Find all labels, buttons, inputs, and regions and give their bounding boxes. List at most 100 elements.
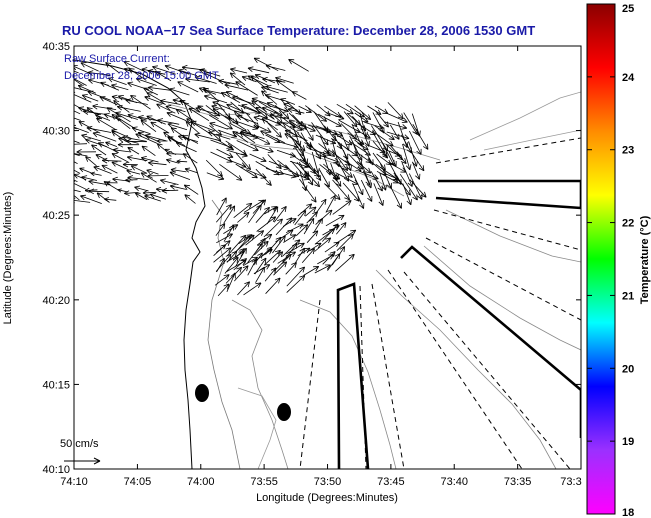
current-vector [386, 112, 408, 123]
current-vector [88, 188, 110, 195]
current-vector [160, 178, 179, 185]
bathymetry-contour-e [445, 209, 581, 263]
current-vector [81, 175, 97, 181]
current-vector [140, 119, 157, 133]
current-vector [229, 72, 246, 86]
station-marker [195, 384, 209, 402]
plot-frame [73, 45, 582, 470]
current-vector [141, 145, 156, 157]
current-vector [74, 161, 78, 165]
current-vector [130, 165, 148, 174]
bathymetry-contour-c [375, 269, 557, 469]
current-vector [74, 169, 81, 174]
current-vector [127, 113, 147, 121]
current-vector [322, 153, 332, 176]
current-vector [288, 59, 309, 72]
x-tick-label: 73:50 [314, 476, 342, 488]
current-vector [289, 123, 303, 131]
current-vector [91, 144, 107, 156]
current-vector [169, 171, 191, 180]
current-vector [237, 211, 250, 223]
current-vector [397, 121, 409, 148]
current-vector [230, 101, 244, 114]
current-vector [74, 124, 89, 133]
colorbar-tick-label: 19 [622, 436, 634, 448]
current-vector [92, 131, 117, 142]
current-vector [92, 103, 117, 110]
x-tick-label: 74:10 [60, 476, 88, 488]
current-vector [186, 118, 209, 133]
sector-line [435, 137, 581, 164]
current-vector [74, 87, 91, 92]
current-vector [144, 194, 161, 202]
current-vector [166, 158, 180, 164]
current-vector [349, 135, 363, 161]
current-vector [358, 140, 374, 166]
current-vector [223, 224, 239, 234]
current-vector [340, 131, 350, 151]
current-vector [251, 97, 269, 105]
current-vector [183, 184, 199, 195]
current-vector [255, 168, 272, 186]
current-vector [74, 78, 87, 86]
colorbar-tick-label: 21 [622, 290, 634, 302]
current-vector [267, 122, 282, 138]
current-vector [122, 135, 147, 142]
current-vector [225, 266, 242, 284]
current-vector [325, 195, 336, 213]
current-vector [167, 136, 186, 147]
current-vector [213, 247, 232, 263]
current-vector [409, 130, 422, 155]
current-vector [130, 95, 151, 110]
current-vector [247, 75, 269, 86]
current-vector [184, 167, 198, 174]
current-vector [309, 143, 322, 160]
current-vector [198, 87, 217, 95]
current-vector [299, 170, 308, 192]
current-vector [111, 130, 127, 142]
current-vector [156, 103, 176, 114]
bathymetry-contour-d [423, 245, 581, 351]
y-axis-label: Latitude (Degrees:Minutes) [2, 192, 14, 325]
current-vector [197, 105, 219, 120]
station-marker [277, 403, 291, 421]
current-vector [115, 111, 138, 120]
current-vector [322, 251, 336, 265]
current-vector [412, 161, 421, 180]
bathymetry-contour-b [299, 299, 397, 469]
x-tick-label: 73:40 [440, 476, 468, 488]
current-vector [319, 135, 330, 155]
y-axis-ticks: 40:35 40:30 40:25 40:20 40:15 40:10 [42, 41, 581, 476]
current-vector [247, 66, 270, 74]
current-vector [267, 154, 282, 170]
current-vector [74, 143, 88, 145]
current-vector [74, 189, 81, 193]
current-vector [143, 87, 158, 96]
current-vector [134, 192, 148, 200]
current-vector [167, 122, 188, 131]
current-vector [389, 124, 400, 140]
current-vector [325, 112, 345, 120]
current-vector [265, 85, 288, 93]
current-vector [147, 85, 171, 91]
current-vector [255, 266, 265, 283]
current-vector [304, 170, 320, 188]
current-vector [140, 172, 157, 183]
colorbar-tick-label: 24 [622, 72, 635, 84]
radar-sector-lines [299, 137, 581, 469]
x-axis-ticks: 74:10 74:05 74:00 73:55 73:50 73:45 73:40 73:35… [60, 46, 582, 488]
current-vector [131, 126, 151, 135]
current-vector [314, 264, 331, 274]
current-vector [372, 112, 385, 134]
current-vector [74, 78, 83, 86]
current-vector [277, 251, 296, 264]
current-vector [233, 202, 253, 219]
y-tick-label: 40:20 [42, 295, 70, 307]
current-vector [264, 206, 278, 215]
current-vector [96, 117, 116, 130]
current-vector [249, 153, 267, 163]
current-vector [134, 185, 149, 192]
current-vector [218, 139, 234, 151]
current-vector [265, 168, 284, 176]
